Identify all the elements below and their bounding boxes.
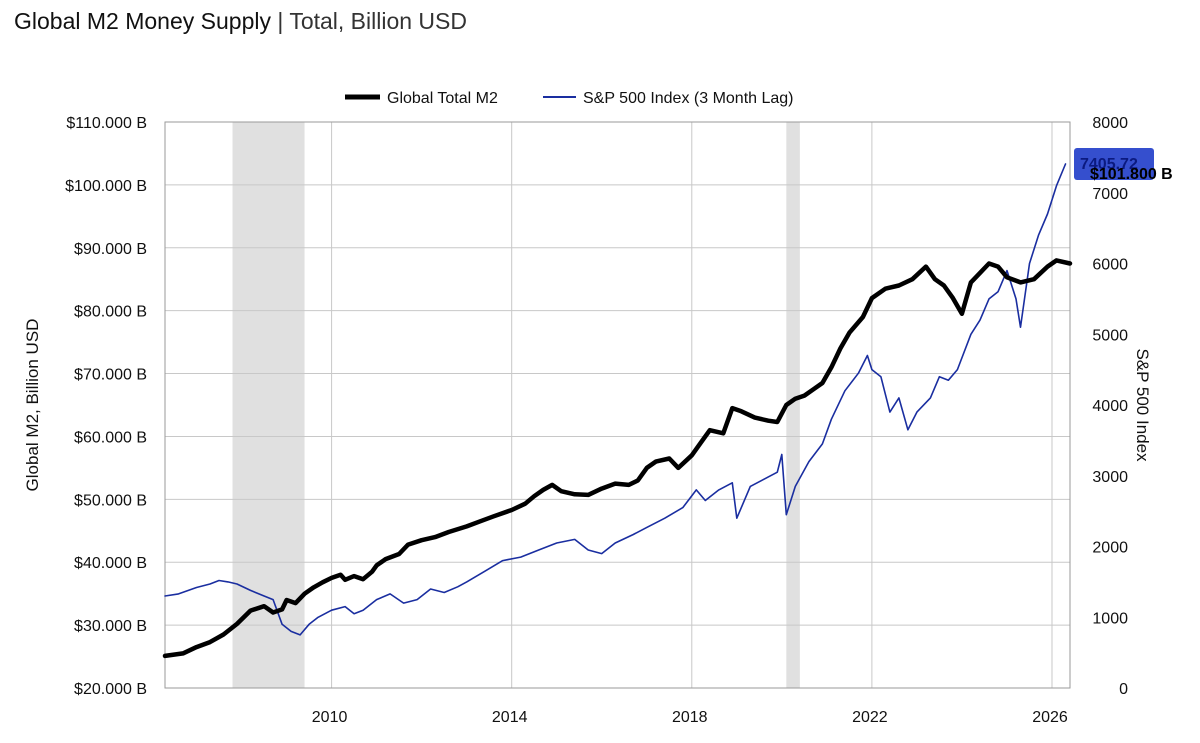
left-tick-label: $20.000 B — [74, 681, 147, 698]
left-tick-label: $30.000 B — [74, 618, 147, 635]
left-tick-label: $80.000 B — [74, 304, 147, 321]
series-line-global-m2 — [162, 258, 1073, 659]
right-tick-label: 6000 — [1092, 257, 1128, 274]
sp-end-label: 7405.72 — [1074, 148, 1154, 180]
left-tick-label: $90.000 B — [74, 241, 147, 258]
left-tick-label: $100.000 B — [65, 178, 147, 195]
left-tick-label: $40.000 B — [74, 555, 147, 572]
left-axis-ticks: $20.000 B $30.000 B $40.000 B $50.000 B $60.… — [65, 115, 147, 698]
right-axis-ticks: 0 1000 2000 3000 4000 5000 6000 7000 8000 — [1092, 115, 1128, 698]
shaded-period-0 — [232, 122, 305, 688]
legend: Global Total M2 S&P 500 Index (3 Month L… — [345, 90, 794, 107]
left-tick-label: $60.000 B — [74, 429, 147, 446]
plot-frame — [164, 121, 1071, 689]
recession-shading — [232, 122, 800, 688]
x-axis-ticks: 2010 2014 2018 2022 2026 — [312, 709, 1068, 726]
right-tick-label: 0 — [1119, 681, 1128, 698]
right-tick-label: 7000 — [1092, 186, 1128, 203]
chart-title: Global M2 Money Supply | Total, Billion … — [14, 8, 467, 35]
right-axis-title: S&P 500 Index — [1133, 348, 1152, 462]
right-tick-label: 4000 — [1092, 398, 1128, 415]
left-tick-label: $50.000 B — [74, 492, 147, 509]
right-tick-label: 2000 — [1092, 540, 1128, 557]
title-main: Global M2 Money Supply — [14, 8, 271, 34]
sp-end-value: 7405.72 — [1080, 156, 1138, 173]
sp-end-badge — [1074, 148, 1154, 180]
series-line-sp500 — [164, 163, 1067, 636]
x-tick-label: 2022 — [852, 709, 888, 726]
x-tick-label: 2018 — [672, 709, 708, 726]
x-tick-label: 2014 — [492, 709, 528, 726]
left-axis-title: Global M2, Billion USD — [23, 319, 42, 492]
title-separator: | — [270, 8, 290, 34]
series-lines — [162, 163, 1073, 659]
m2-end-value: $101.800 B — [1090, 166, 1173, 183]
left-tick-label: $110.000 B — [66, 115, 147, 132]
right-tick-label: 3000 — [1092, 469, 1128, 486]
right-tick-label: 8000 — [1092, 115, 1128, 132]
left-tick-label: $70.000 B — [74, 367, 147, 384]
legend-m2-label: Global Total M2 — [387, 90, 498, 107]
x-tick-label: 2010 — [312, 709, 348, 726]
right-tick-label: 5000 — [1092, 327, 1128, 344]
x-tick-label: 2026 — [1032, 709, 1068, 726]
shaded-period-1 — [786, 122, 800, 688]
legend-sp-label: S&P 500 Index (3 Month Lag) — [583, 90, 794, 107]
right-tick-label: 1000 — [1092, 610, 1128, 627]
title-subtitle: Total, Billion USD — [289, 8, 467, 34]
